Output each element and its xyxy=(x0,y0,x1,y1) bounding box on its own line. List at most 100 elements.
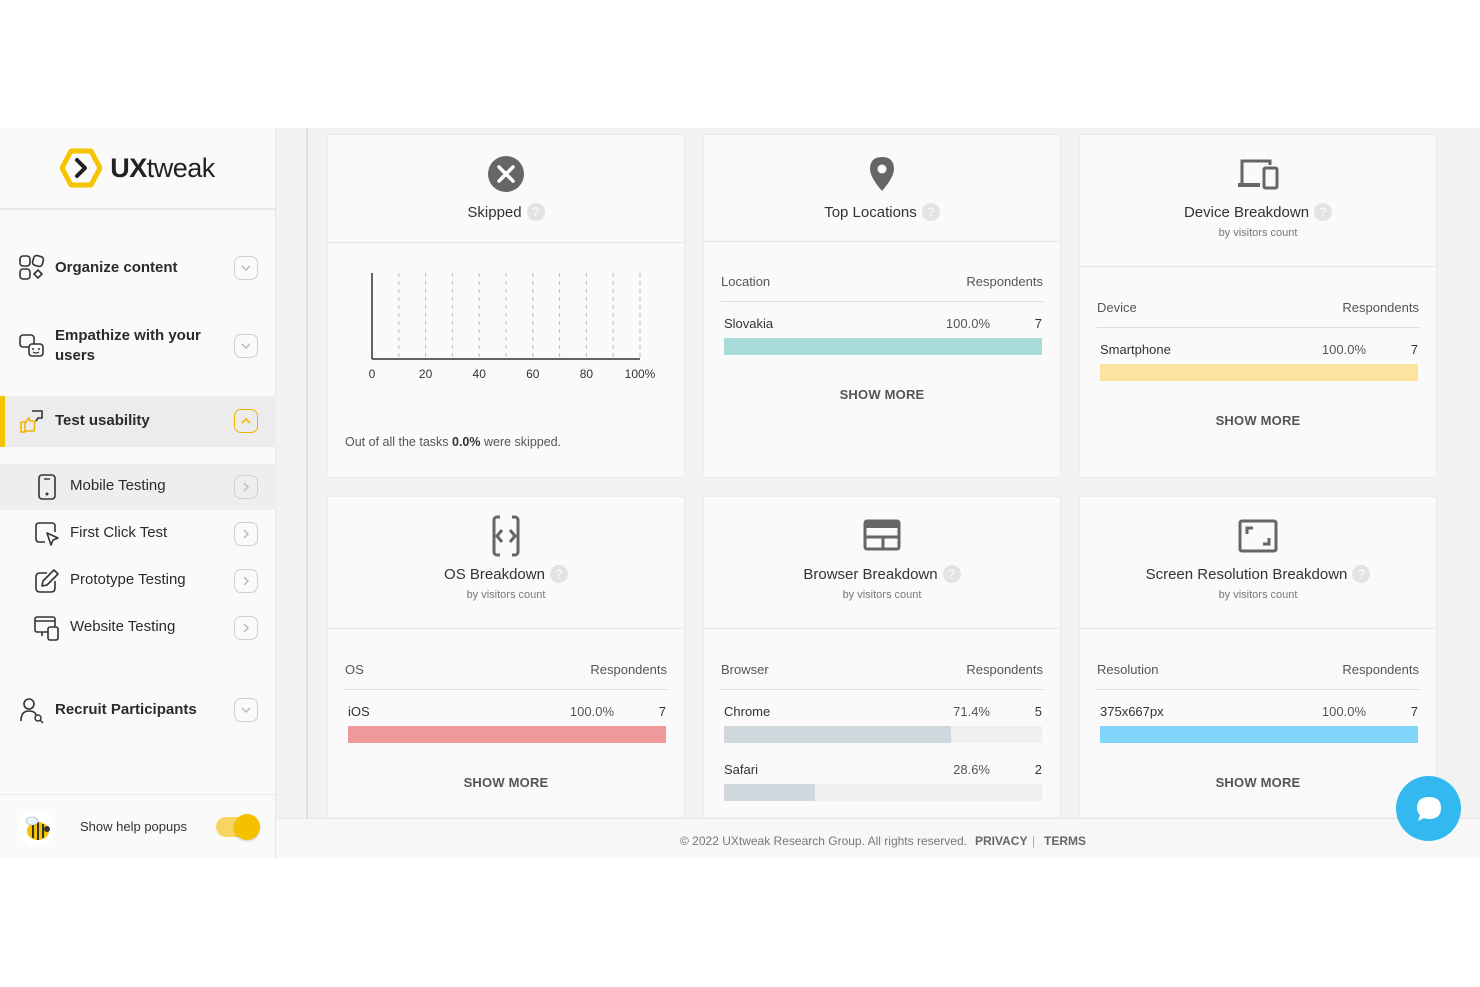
row-label: Safari xyxy=(724,762,758,777)
subnav-website-testing[interactable]: Website Testing xyxy=(0,605,276,651)
tick-label: 40 xyxy=(473,367,487,381)
row-percent: 100.0% xyxy=(569,704,614,719)
logo-text: UXtweak xyxy=(110,152,215,183)
tick-label: 20 xyxy=(419,367,433,381)
first-click-icon xyxy=(35,522,59,546)
card-os-breakdown: OS Breakdown? by visitors count OS Respo… xyxy=(327,496,685,818)
help-icon[interactable]: ? xyxy=(549,565,568,583)
app: UXtweak Organize content Empathize with … xyxy=(0,128,1480,858)
nav-label: Organize content xyxy=(55,259,178,276)
help-icon[interactable]: ? xyxy=(526,203,545,221)
bar-track xyxy=(348,726,666,743)
bar-track xyxy=(724,338,1042,355)
card-top-locations: Top Locations? Location Respondents Slov… xyxy=(703,134,1061,478)
bar-track xyxy=(1100,726,1418,743)
column-header: Respondents xyxy=(590,662,667,677)
row-count: 7 xyxy=(1410,342,1418,357)
row-count: 5 xyxy=(1034,704,1042,719)
chevron-down-icon[interactable] xyxy=(234,698,258,722)
card-header: Screen Resolution Breakdown? by visitors… xyxy=(1080,497,1436,629)
chevron-right-icon[interactable] xyxy=(234,475,258,499)
column-header: Respondents xyxy=(1342,662,1419,677)
row-count: 7 xyxy=(1410,704,1418,719)
tick-label: 60 xyxy=(526,367,540,381)
card-subtitle: by visitors count xyxy=(1218,227,1298,239)
prototype-icon xyxy=(35,569,59,593)
row-percent: 71.4% xyxy=(953,704,990,719)
skipped-chart: 0 20 40 60 80 100% xyxy=(369,273,656,381)
show-more-button[interactable]: SHOW MORE xyxy=(463,775,549,790)
card-title: Top Locations? xyxy=(704,203,1060,221)
help-icon[interactable]: ? xyxy=(921,203,940,221)
terms-link[interactable]: TERMS xyxy=(1044,834,1086,848)
chevron-up-icon[interactable] xyxy=(234,409,258,433)
chevron-down-icon[interactable] xyxy=(234,256,258,280)
column-header: Resolution xyxy=(1097,662,1159,677)
row-count: 7 xyxy=(1034,316,1042,331)
show-more-button[interactable]: SHOW MORE xyxy=(839,387,925,402)
row-count: 7 xyxy=(658,704,666,719)
card-header: Skipped? xyxy=(328,135,684,243)
mobile-icon xyxy=(38,474,56,500)
divider xyxy=(1097,689,1419,690)
show-more-button[interactable]: SHOW MORE xyxy=(1215,413,1301,428)
tick-label: 0 xyxy=(369,367,376,381)
chat-button[interactable] xyxy=(1396,776,1461,841)
help-popups-toggle[interactable] xyxy=(216,814,260,840)
row-percent: 100.0% xyxy=(945,316,990,331)
card-screen-resolution: Screen Resolution Breakdown? by visitors… xyxy=(1079,496,1437,818)
card-subtitle: by visitors count xyxy=(842,589,922,601)
bee-mascot-icon xyxy=(18,809,56,847)
os-code-icon xyxy=(492,515,520,557)
browser-window-icon xyxy=(863,519,901,551)
nav-recruit-participants[interactable]: Recruit Participants xyxy=(0,690,276,730)
help-icon[interactable]: ? xyxy=(1352,565,1371,583)
sub-label: Website Testing xyxy=(70,618,176,635)
bar-fill xyxy=(724,338,1042,355)
skipped-summary: Out of all the tasks 0.0% were skipped. xyxy=(345,435,562,449)
footer-separator: | xyxy=(1032,834,1036,848)
row-label: Slovakia xyxy=(724,316,774,331)
privacy-link[interactable]: PRIVACY xyxy=(975,834,1028,848)
bar-fill xyxy=(1100,726,1418,743)
help-icon[interactable]: ? xyxy=(942,565,961,583)
divider xyxy=(1097,327,1419,328)
footer: © 2022 UXtweak Research Group. All right… xyxy=(276,818,1480,858)
card-title: OS Breakdown? xyxy=(328,565,684,583)
user-icon xyxy=(20,698,44,724)
bar-fill xyxy=(724,784,815,801)
column-header: Browser xyxy=(721,662,769,677)
card-browser-breakdown: Browser Breakdown? by visitors count Bro… xyxy=(703,496,1061,818)
help-icon[interactable]: ? xyxy=(1314,203,1333,221)
sub-label: First Click Test xyxy=(70,524,168,541)
show-more-button[interactable]: SHOW MORE xyxy=(1215,775,1301,790)
bar-fill xyxy=(1100,364,1418,381)
chevron-down-icon[interactable] xyxy=(234,334,258,358)
card-subtitle: by visitors count xyxy=(1218,589,1298,601)
location-pin-icon xyxy=(870,157,894,191)
bar-track xyxy=(1100,364,1418,381)
nav-organize-content[interactable]: Organize content xyxy=(0,248,276,288)
subnav-prototype-testing[interactable]: Prototype Testing xyxy=(0,558,276,604)
subnav-mobile-testing[interactable]: Mobile Testing xyxy=(0,464,276,510)
chevron-right-icon[interactable] xyxy=(234,522,258,546)
card-title: Device Breakdown? xyxy=(1080,203,1436,221)
tick-label: 80 xyxy=(580,367,594,381)
subnav-first-click-test[interactable]: First Click Test xyxy=(0,511,276,557)
column-header: Device xyxy=(1097,300,1137,315)
help-popups-label: Show help popups xyxy=(80,819,187,834)
divider xyxy=(345,689,667,690)
logo[interactable]: UXtweak xyxy=(0,128,275,210)
column-header: Respondents xyxy=(966,662,1043,677)
chevron-right-icon[interactable] xyxy=(234,569,258,593)
thumbs-icon xyxy=(20,410,43,433)
card-header: Browser Breakdown? by visitors count xyxy=(704,497,1060,629)
row-label: Chrome xyxy=(724,704,771,719)
website-icon xyxy=(34,616,59,641)
toggle-knob xyxy=(234,814,260,840)
empathize-icon xyxy=(19,334,44,357)
chevron-right-icon[interactable] xyxy=(234,616,258,640)
nav-test-usability[interactable]: Test usability xyxy=(0,396,276,447)
nav-empathize[interactable]: Empathize with your users xyxy=(0,324,276,368)
row-label: iOS xyxy=(348,704,370,719)
